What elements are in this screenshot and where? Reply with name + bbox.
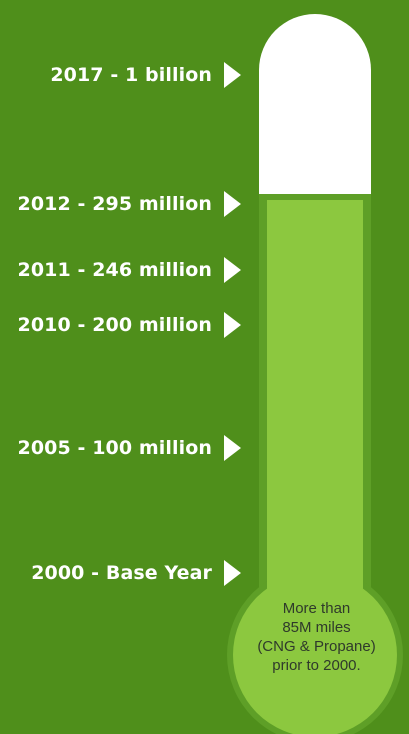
arrow-right-icon — [224, 435, 241, 461]
milestone-2012: 2012 - 295 million — [17, 187, 241, 221]
milestone-2000: 2000 - Base Year — [31, 556, 241, 590]
bulb-note: More than 85M miles (CNG & Propane) prio… — [249, 599, 384, 675]
thermometer-fill-inner — [267, 200, 363, 610]
bulb-note-line: More than — [282, 600, 351, 617]
arrow-right-icon — [224, 191, 241, 217]
milestone-2011: 2011 - 246 million — [17, 253, 241, 287]
milestone-label: 2005 - 100 million — [17, 437, 212, 459]
arrow-right-icon — [224, 257, 241, 283]
milestone-label: 2017 - 1 billion — [50, 64, 212, 86]
bulb-note-line: 85M miles — [282, 619, 351, 636]
milestone-2005: 2005 - 100 million — [17, 431, 241, 465]
arrow-right-icon — [224, 560, 241, 586]
arrow-right-icon — [224, 62, 241, 88]
milestone-label: 2000 - Base Year — [31, 562, 212, 584]
thermometer-neck — [267, 560, 363, 620]
milestone-2017: 2017 - 1 billion — [50, 58, 241, 92]
milestone-label: 2010 - 200 million — [17, 314, 212, 336]
milestone-label: 2011 - 246 million — [17, 259, 212, 281]
bulb-note-line: prior to 2000. — [272, 657, 361, 674]
bulb-note-line: (CNG & Propane) — [257, 638, 376, 655]
milestone-label: 2012 - 295 million — [17, 193, 212, 215]
milestone-2010: 2010 - 200 million — [17, 308, 241, 342]
arrow-right-icon — [224, 312, 241, 338]
